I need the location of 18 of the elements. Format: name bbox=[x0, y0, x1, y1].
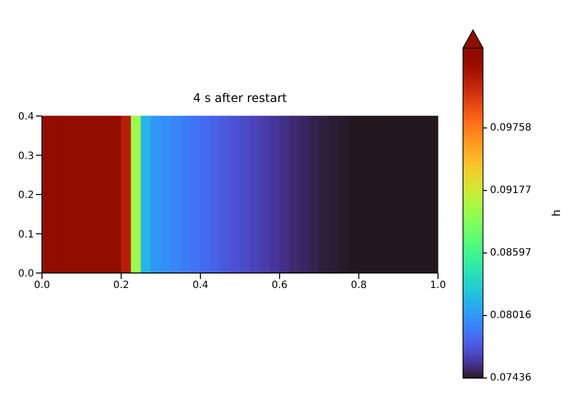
x-tick-label: 0.8 bbox=[350, 280, 367, 292]
x-tick-label: 0.2 bbox=[113, 280, 130, 292]
color-bar-label: 0.09177 bbox=[490, 184, 532, 196]
color-bar-label: 0.07436 bbox=[490, 372, 532, 384]
y-tick-label: 0.0 bbox=[18, 268, 34, 280]
y-tick-label: 0.4 bbox=[18, 112, 34, 123]
color-bar-label: 0.08597 bbox=[490, 247, 532, 258]
y-tick-label: 0.3 bbox=[18, 150, 34, 162]
y-tick-label: 0.1 bbox=[18, 229, 34, 240]
x-tick-label: 0.0 bbox=[34, 280, 50, 292]
color-bar-label: 0.08016 bbox=[490, 310, 532, 322]
chart-title: 4 s after restart bbox=[192, 91, 288, 105]
y-tick-label: 0.2 bbox=[18, 190, 34, 202]
x-tick-label: 0.4 bbox=[192, 280, 208, 292]
x-tick-label: 1.0 bbox=[430, 280, 446, 292]
color-bar-title: h bbox=[550, 209, 563, 216]
x-tick-label: 0.6 bbox=[272, 280, 288, 292]
color-bar-label: 0.09758 bbox=[490, 122, 532, 134]
